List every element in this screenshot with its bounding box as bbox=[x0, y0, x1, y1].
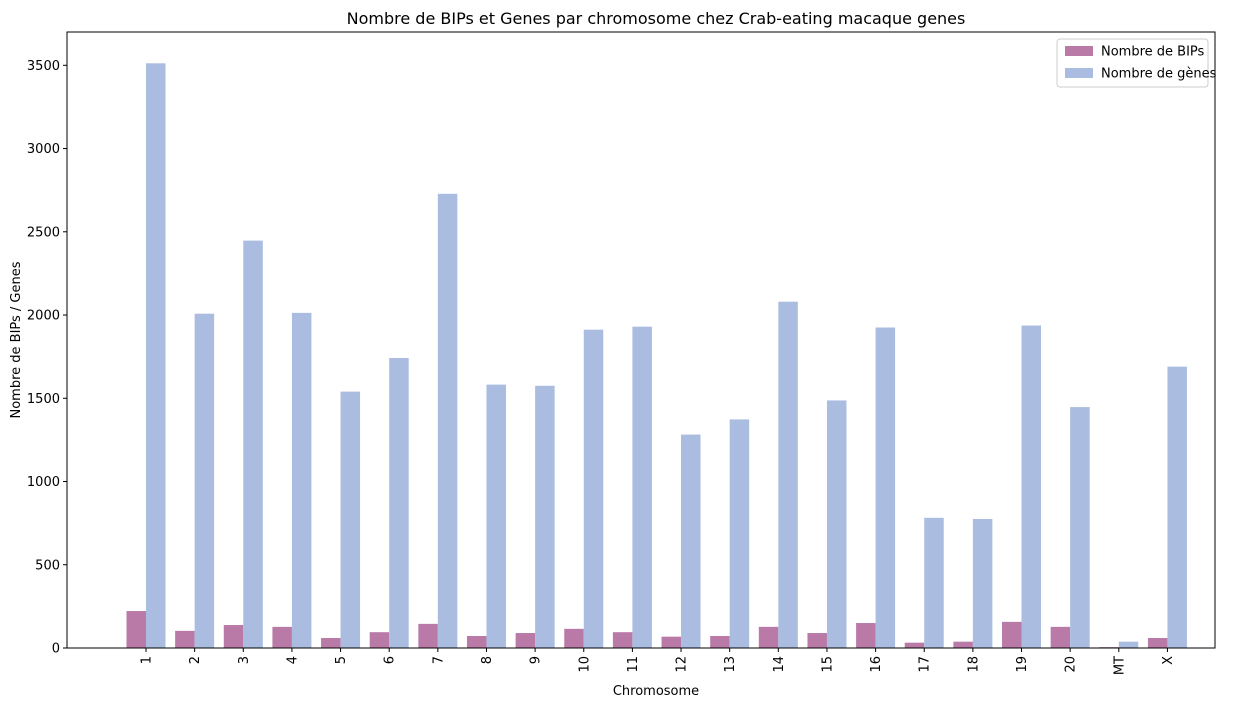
bar-genes-MT bbox=[1118, 641, 1139, 648]
x-tick-label: 15 bbox=[820, 656, 835, 673]
bar-bips-2 bbox=[175, 630, 195, 648]
x-tick-label: 6 bbox=[383, 656, 398, 664]
bar-genes-6 bbox=[389, 357, 409, 648]
x-tick-label: 12 bbox=[675, 656, 690, 673]
y-tick-label: 500 bbox=[35, 558, 60, 573]
x-tick-label: 4 bbox=[285, 656, 300, 664]
bar-genes-X bbox=[1167, 366, 1187, 648]
bar-genes-7 bbox=[437, 193, 458, 648]
x-tick-label: 5 bbox=[334, 656, 349, 664]
x-tick-label: 19 bbox=[1015, 656, 1030, 673]
bar-bips-15 bbox=[807, 633, 827, 648]
bar-bips-X bbox=[1147, 638, 1168, 648]
bar-genes-16 bbox=[875, 327, 896, 648]
bar-genes-8 bbox=[486, 384, 506, 648]
bar-genes-4 bbox=[291, 312, 312, 648]
bar-genes-5 bbox=[340, 391, 361, 648]
x-tick-label: 8 bbox=[480, 656, 495, 664]
x-tick-label: X bbox=[1161, 656, 1176, 665]
x-tick-label: 1 bbox=[140, 656, 155, 664]
x-tick-label: 3 bbox=[237, 656, 252, 664]
bar-genes-13 bbox=[729, 419, 750, 648]
bar-bips-6 bbox=[369, 632, 390, 648]
bar-bips-11 bbox=[612, 632, 633, 648]
bar-bips-20 bbox=[1050, 626, 1071, 648]
bar-bips-4 bbox=[272, 626, 292, 648]
legend: Nombre de BIPs Nombre de gènes bbox=[1056, 38, 1217, 88]
x-tick-label: 16 bbox=[869, 656, 884, 673]
x-tick-label: 7 bbox=[431, 656, 446, 664]
bar-bips-16 bbox=[856, 623, 876, 648]
x-tick-label: 9 bbox=[529, 656, 544, 664]
bar-bips-5 bbox=[321, 638, 341, 648]
bar-bips-18 bbox=[953, 641, 973, 648]
y-tick-label: 3000 bbox=[27, 142, 60, 157]
bar-bips-7 bbox=[418, 623, 438, 648]
legend-box bbox=[1056, 38, 1209, 88]
x-tick-label: 11 bbox=[626, 656, 641, 673]
bar-genes-18 bbox=[972, 518, 993, 648]
bar-genes-2 bbox=[194, 313, 215, 648]
bar-genes-17 bbox=[924, 517, 944, 648]
bar-bips-12 bbox=[661, 636, 682, 648]
x-tick-label: 10 bbox=[577, 656, 592, 673]
x-tick-label: 13 bbox=[723, 656, 738, 673]
x-tick-label: 18 bbox=[966, 656, 981, 673]
y-tick-label: 3500 bbox=[27, 59, 60, 74]
bar-genes-20 bbox=[1070, 407, 1090, 648]
x-tick-label: 20 bbox=[1064, 656, 1079, 673]
legend-label: Nombre de gènes bbox=[1101, 67, 1217, 82]
bar-bips-13 bbox=[710, 636, 730, 648]
bar-genes-11 bbox=[632, 326, 652, 648]
bar-bips-1 bbox=[126, 611, 146, 648]
bar-genes-19 bbox=[1021, 325, 1042, 648]
bar-bips-9 bbox=[515, 633, 536, 648]
bar-genes-12 bbox=[681, 434, 701, 648]
bar-bips-10 bbox=[564, 628, 584, 648]
x-tick-label: MT bbox=[1112, 656, 1127, 675]
y-tick-label: 1000 bbox=[27, 475, 60, 490]
legend-swatch bbox=[1065, 46, 1093, 56]
bar-bips-3 bbox=[223, 625, 244, 648]
y-axis-label: Nombre de BIPs / Genes bbox=[9, 261, 24, 418]
y-tick-label: 2500 bbox=[27, 225, 60, 240]
bar-genes-1 bbox=[146, 63, 166, 649]
bar-genes-9 bbox=[535, 385, 555, 648]
bar-bips-14 bbox=[758, 626, 779, 648]
axes-frame bbox=[66, 31, 1216, 649]
bar-genes-15 bbox=[826, 400, 847, 648]
bar-bips-17 bbox=[904, 642, 925, 648]
bar-genes-3 bbox=[243, 240, 263, 649]
y-tick-label: 0 bbox=[52, 642, 60, 657]
x-axis-label: Chromosome bbox=[613, 684, 699, 699]
bar-genes-10 bbox=[583, 329, 604, 648]
legend-swatch bbox=[1065, 68, 1093, 78]
bar-bips-19 bbox=[1002, 621, 1022, 648]
legend-label: Nombre de BIPs bbox=[1101, 45, 1205, 60]
x-tick-label: 17 bbox=[918, 656, 933, 673]
chart-title: Nombre de BIPs et Genes par chromosome c… bbox=[347, 9, 966, 28]
y-tick-label: 2000 bbox=[27, 309, 60, 324]
bar-genes-14 bbox=[778, 301, 798, 648]
bar-bips-8 bbox=[466, 636, 487, 648]
y-tick-label: 1500 bbox=[27, 392, 60, 407]
x-tick-label: 14 bbox=[772, 656, 787, 673]
x-tick-label: 2 bbox=[188, 656, 203, 664]
